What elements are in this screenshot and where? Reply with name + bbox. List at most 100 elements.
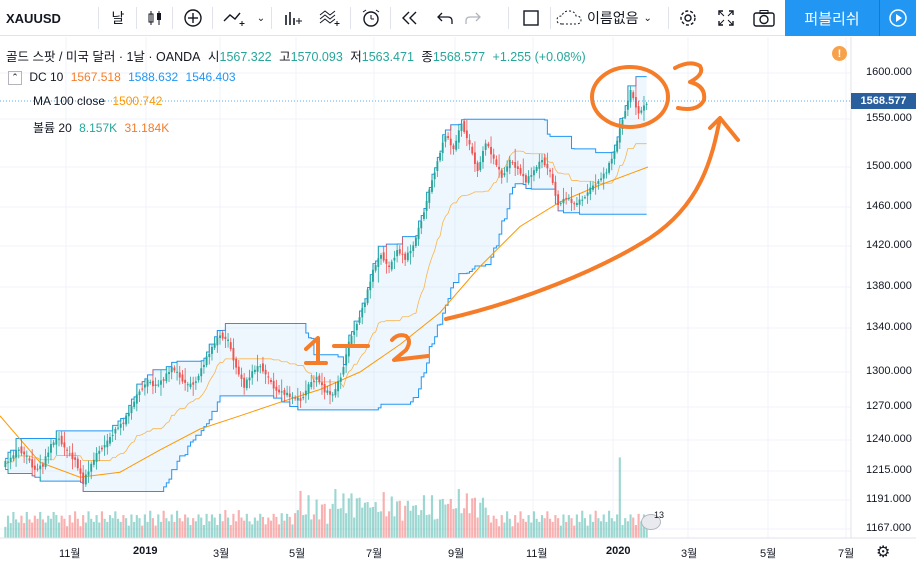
volume-bar (441, 498, 444, 538)
candle-body (4, 460, 7, 468)
collapse-icon[interactable]: ⌃ (8, 70, 22, 85)
candle-body (36, 468, 39, 470)
alert-button[interactable] (356, 0, 386, 36)
high-label: 고 (279, 50, 291, 64)
snapshot-button[interactable] (749, 0, 779, 36)
volume-bar (133, 521, 136, 538)
settings-button[interactable] (673, 0, 703, 36)
volume-bar (189, 524, 192, 538)
volume-bar (511, 526, 514, 538)
volume-bar (216, 524, 219, 538)
interval-button[interactable]: 날 (104, 0, 132, 36)
candle-body (634, 97, 637, 108)
volume-bar (74, 511, 77, 538)
y-tick: 1300.000 (866, 365, 912, 377)
volume-bar (95, 515, 98, 538)
fullscreen-select-button[interactable] (516, 0, 546, 36)
symbol-search[interactable]: XAUUSD (6, 0, 76, 36)
volume-legend[interactable]: 볼륨 20 8.157K 31.184K (33, 119, 173, 136)
volume-bar (130, 514, 133, 538)
indicators-button[interactable] (218, 0, 252, 36)
candle-body (109, 436, 111, 444)
candle-body (616, 140, 619, 152)
divider (350, 7, 351, 29)
volume-bar (31, 522, 34, 538)
volume-bar (495, 518, 498, 538)
candle-body (363, 302, 366, 308)
volume-bar (484, 507, 487, 538)
volume-bar (422, 495, 426, 538)
y-tick: 1600.000 (866, 66, 912, 78)
candle-body (632, 92, 635, 99)
candle-body (565, 197, 568, 199)
volume-bar (540, 515, 544, 538)
candle-body (323, 383, 326, 393)
chart-type-button[interactable] (142, 0, 168, 36)
candle-body (122, 422, 125, 425)
volume-bar (425, 515, 428, 538)
volume-bar (468, 513, 471, 538)
y-tick: 1460.000 (866, 200, 912, 212)
candle-body (197, 375, 200, 381)
x-tick: 2019 (133, 545, 158, 557)
volume-bar (562, 514, 565, 538)
volume-bar (444, 504, 447, 538)
candle-body (578, 199, 581, 205)
candle-body (55, 438, 58, 445)
financials-button[interactable] (278, 0, 308, 36)
volume-bar (420, 510, 423, 538)
volume-bar (640, 521, 643, 538)
chart-settings-gear-icon[interactable]: ⚙ (876, 544, 891, 561)
ma-legend[interactable]: MA 100 close 1500.742 (33, 94, 166, 108)
volume-bar (33, 515, 36, 538)
volume-bar (57, 522, 61, 538)
candle-body (66, 449, 68, 451)
templates-button[interactable] (314, 0, 344, 36)
y-tick: 1191.000 (866, 493, 912, 505)
candle-body (7, 461, 9, 463)
volume-bar (581, 510, 584, 538)
candle-body (154, 384, 157, 386)
economic-event-flag-icon[interactable] (641, 514, 661, 530)
volume-bar (280, 513, 283, 538)
candle-body (538, 161, 541, 169)
volume-bar (17, 522, 20, 538)
publish-button[interactable]: 퍼블리쉬 (785, 0, 879, 36)
annotation-digit-1 (304, 336, 328, 365)
layout-menu[interactable]: 이름없음 ⌄ (556, 0, 668, 36)
annotation-arrow (444, 116, 740, 321)
candle-body (643, 105, 645, 111)
price-chart[interactable] (0, 37, 916, 563)
volume-bar (393, 516, 396, 538)
volume-bar (331, 503, 334, 538)
volume-bar (186, 517, 189, 538)
candle-body (178, 372, 181, 378)
candle-body (270, 380, 272, 383)
volume-bar (23, 523, 26, 538)
play-button[interactable] (879, 0, 916, 36)
volume-bar (304, 514, 307, 538)
publish-label: 퍼블리쉬 (804, 10, 860, 28)
volume-bar (108, 515, 112, 538)
candle-body (283, 390, 286, 395)
replay-button[interactable] (396, 0, 424, 36)
volume-bar (267, 517, 270, 538)
candle-body (288, 393, 291, 397)
volume-bar (229, 524, 232, 538)
volume-bar (326, 523, 329, 538)
redo-button[interactable] (460, 0, 486, 36)
candle-body (39, 465, 42, 470)
indicators-dropdown[interactable]: ⌄ (254, 0, 268, 36)
candle-body (637, 106, 640, 114)
fullscreen-button[interactable] (711, 0, 741, 36)
warning-icon[interactable]: ! (832, 46, 847, 61)
volume-bar (63, 518, 66, 538)
volume-bar (146, 521, 149, 538)
annotation-digit-3 (673, 61, 707, 111)
dc-legend[interactable]: ⌃ DC 10 1567.518 1588.632 1546.403 (8, 70, 240, 85)
candle-body (205, 356, 208, 366)
x-tick: 7월 (366, 548, 383, 560)
undo-button[interactable] (432, 0, 458, 36)
volume-bar (192, 518, 195, 538)
compare-button[interactable] (178, 0, 208, 36)
